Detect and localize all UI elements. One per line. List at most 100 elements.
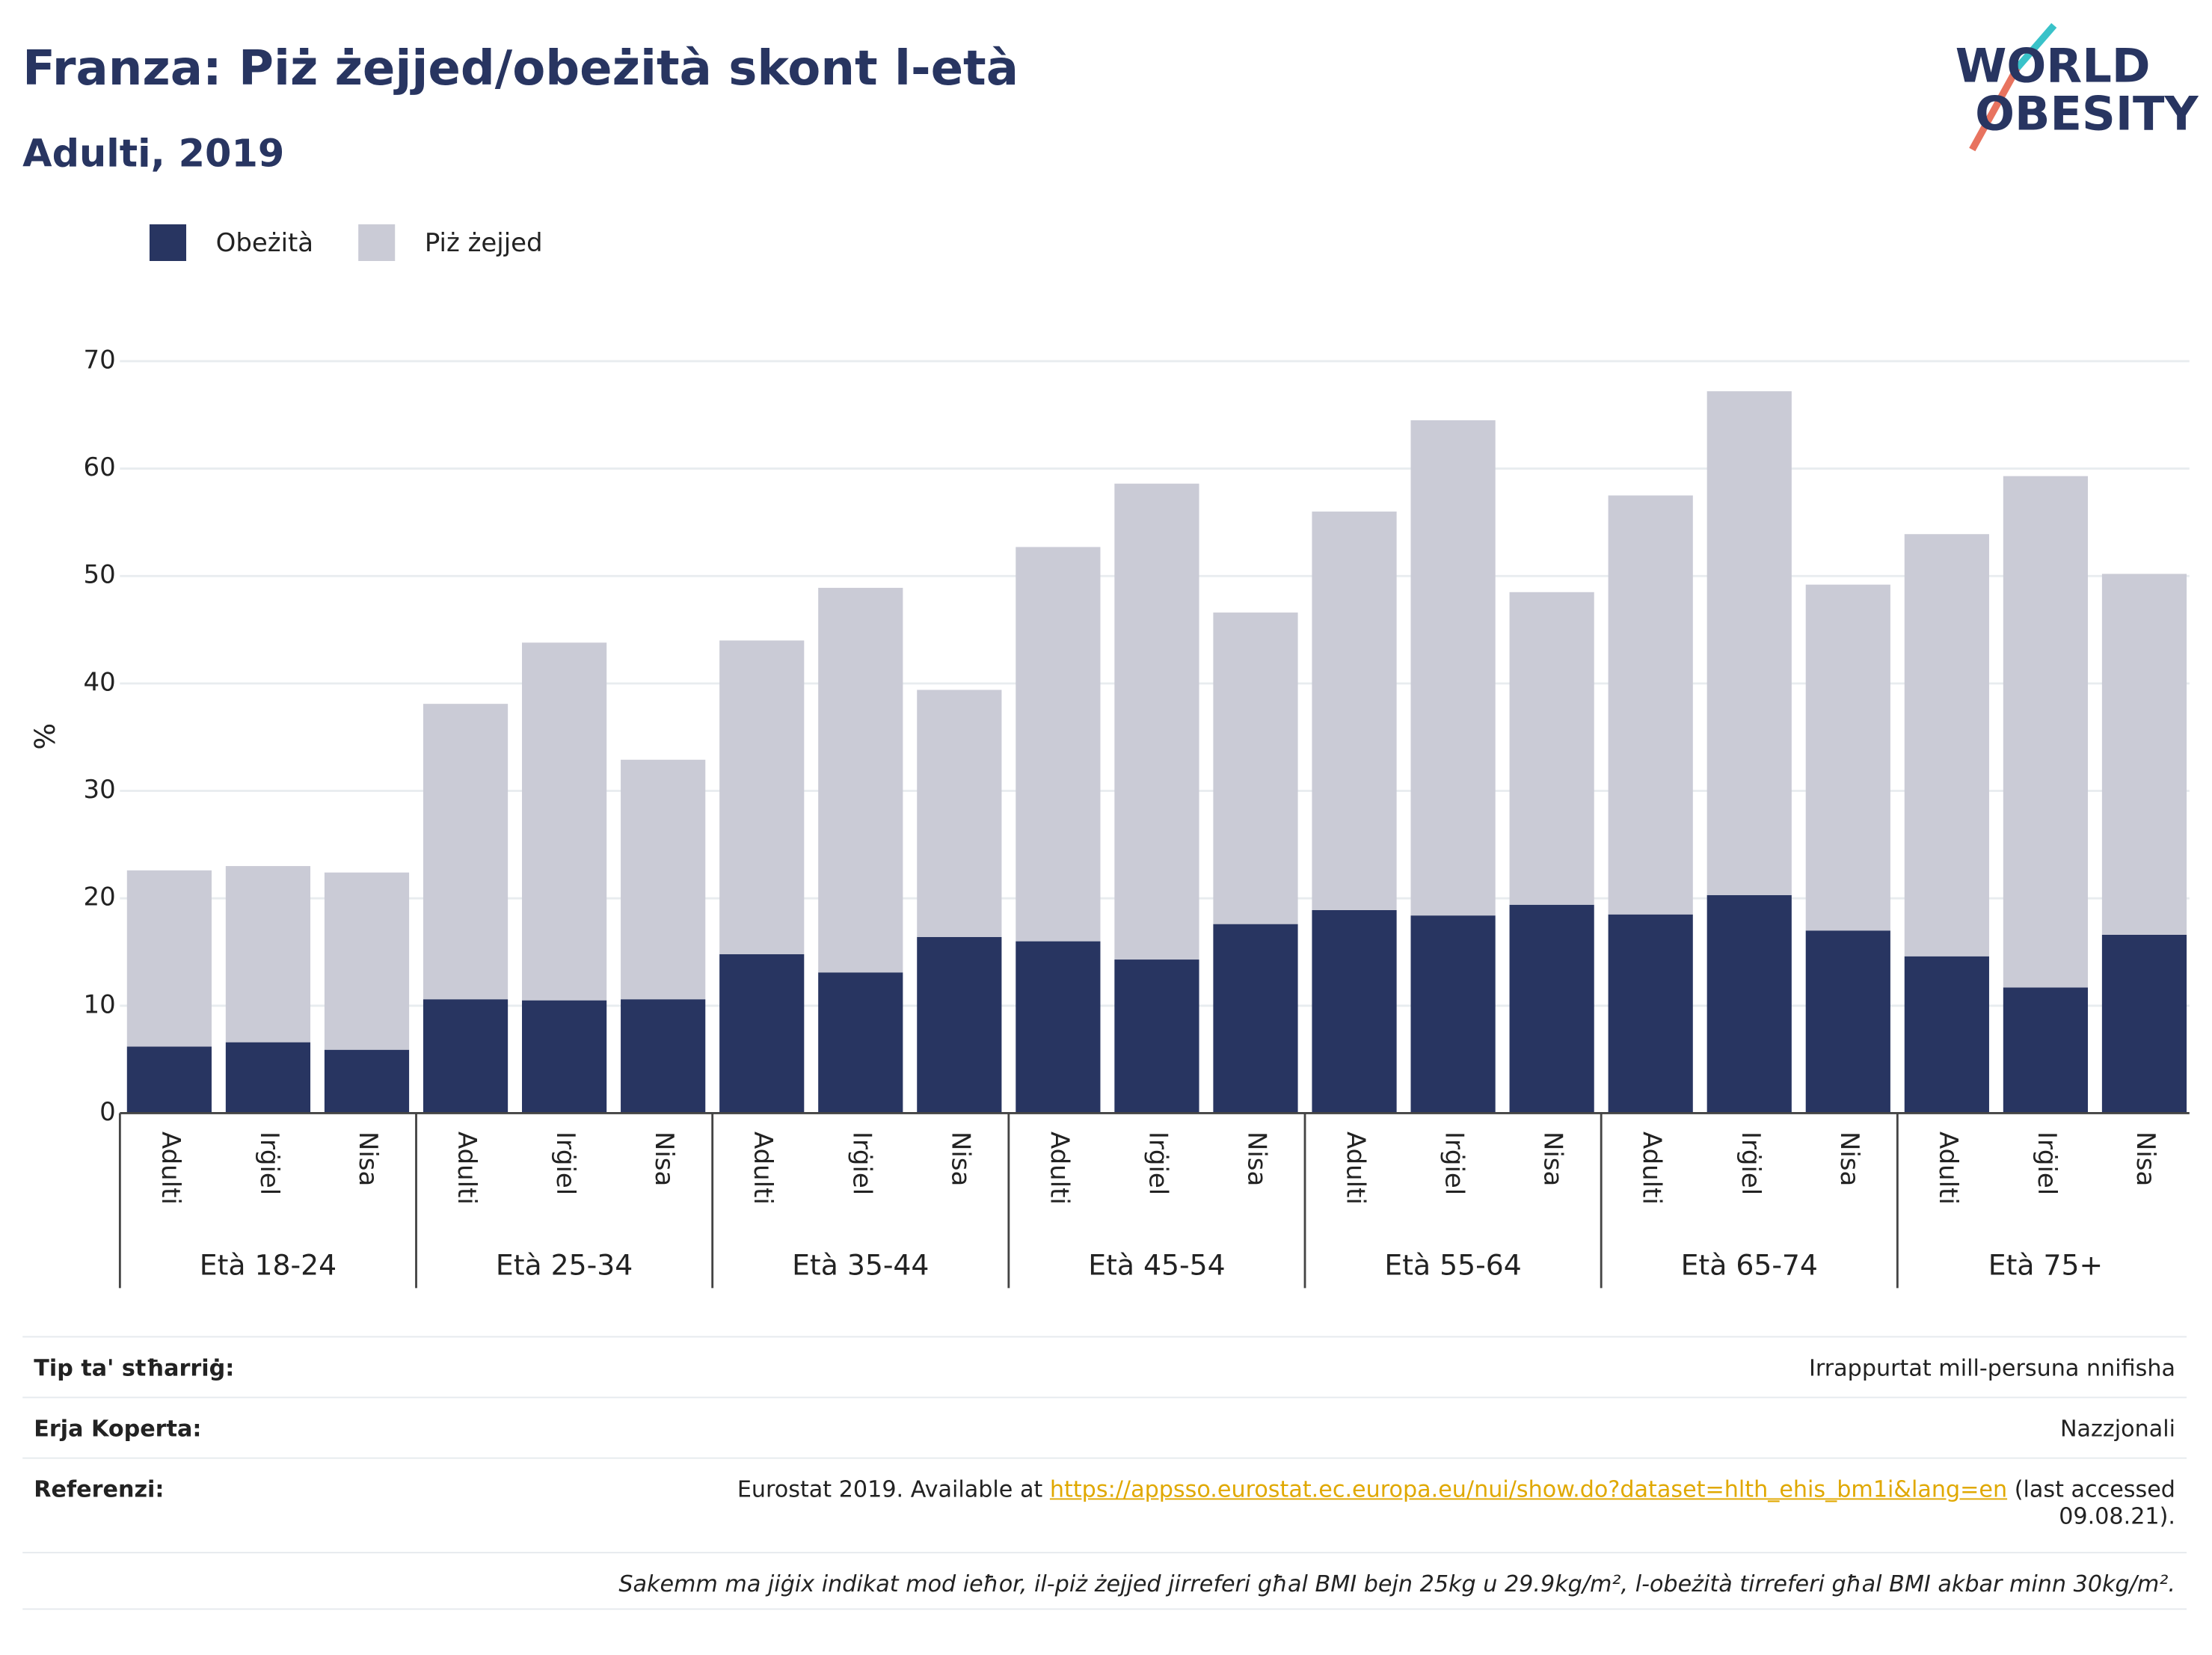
legend-swatch <box>358 224 396 262</box>
bar-segment <box>1608 914 1693 1114</box>
bar-segment <box>225 866 311 1043</box>
x-tick-label: Adulti <box>1341 1132 1371 1205</box>
x-tick-label: Adulti <box>156 1132 185 1205</box>
bar-segment <box>423 999 509 1114</box>
x-tick-label: Adulti <box>748 1132 778 1205</box>
y-tick-label: 70 <box>84 345 116 375</box>
bar-segment <box>719 640 805 954</box>
x-tick-label: Irġiel <box>1440 1132 1469 1195</box>
bar-segment <box>818 972 903 1114</box>
bar-segment <box>1016 547 1101 942</box>
bar-segment <box>1805 930 1890 1114</box>
footer-row: Referenzi: Eurostat 2019. Available at ht… <box>22 1457 2187 1552</box>
bar-segment <box>2003 476 2089 988</box>
footer-label: Referenzi: <box>34 1476 165 1503</box>
bar-segment <box>423 704 509 1000</box>
bar-segment <box>1213 924 1298 1114</box>
bar-segment <box>126 1046 212 1114</box>
group-label: Età 55-64 <box>1384 1249 1521 1282</box>
x-tick-label: Nisa <box>1834 1132 1864 1186</box>
footer-value: Irrappurtat mill-persuna nnifisha <box>1808 1354 2175 1381</box>
bar-segment <box>2101 574 2187 936</box>
bar-segment <box>917 690 1002 937</box>
x-tick-label: Adulti <box>452 1132 482 1205</box>
group-label: Età 25-34 <box>496 1249 633 1282</box>
footer-note: Sakemm ma jiġix indikat mod ieħor, il-pi… <box>22 1552 2187 1610</box>
x-tick-label: Nisa <box>945 1132 975 1186</box>
group-label: Età 35-44 <box>792 1249 929 1282</box>
bar-segment <box>1509 592 1594 905</box>
bar-segment <box>225 1042 311 1114</box>
logo-slash <box>1969 66 2021 152</box>
bar-segment <box>1706 391 1792 895</box>
footer-label: Tip ta' stħarriġ: <box>34 1354 235 1381</box>
bar-segment <box>126 870 212 1047</box>
chart-title: Franza: Piż żejjed/obeżità skont l-età <box>22 40 1019 96</box>
footer: Tip ta' stħarriġ: Irrappurtat mill-persun… <box>22 1336 2187 1610</box>
x-tick-label: Irġiel <box>550 1132 580 1195</box>
x-tick-label: Nisa <box>1538 1132 1568 1186</box>
x-tick-label: Adulti <box>1637 1132 1667 1205</box>
y-axis-label: % <box>28 723 61 750</box>
x-tick-label: Adulti <box>1044 1132 1074 1205</box>
logo-text: WORLD <box>1956 38 2151 93</box>
legend-label: Piż żejjed <box>425 228 543 258</box>
footer-value: Eurostat 2019. Available at https://apps… <box>680 1476 2175 1552</box>
bar-segment <box>621 759 706 1000</box>
x-tick-label: Irġiel <box>847 1132 876 1195</box>
y-tick-label: 0 <box>99 1097 116 1127</box>
y-tick-label: 50 <box>84 560 116 590</box>
bar-segment <box>1016 941 1101 1114</box>
group-label: Età 45-54 <box>1088 1249 1225 1282</box>
y-tick-label: 30 <box>84 775 116 805</box>
bar-segment <box>719 954 805 1114</box>
bar-segment <box>2101 935 2187 1114</box>
bar-segment <box>917 936 1002 1114</box>
legend-swatch <box>149 224 187 262</box>
bar-segment <box>1114 959 1199 1114</box>
bar-segment <box>621 999 706 1114</box>
footer-value: Nazzjonali <box>2059 1415 2175 1443</box>
group-label: Età 65-74 <box>1681 1249 1818 1282</box>
x-tick-label: Irġiel <box>1143 1132 1173 1195</box>
logo-slash <box>2015 22 2057 70</box>
bar-segment <box>818 588 903 973</box>
chart: Franza: Piż żejjed/obeżità skont l-età A… <box>22 22 2199 1289</box>
footer-row: Tip ta' stħarriġ: Irrappurtat mill-persun… <box>22 1336 2187 1397</box>
bar-segment <box>1904 534 1989 957</box>
x-tick-label: Nisa <box>353 1132 383 1186</box>
reference-link[interactable]: https://appsso.eurostat.ec.europa.eu/nui… <box>1049 1476 2008 1503</box>
legend-label: Obeżità <box>216 228 313 258</box>
logo-text: OBESITY <box>1975 87 2199 141</box>
reference-text: (last accessed 09.08.21). <box>2014 1476 2175 1529</box>
bar-segment <box>1114 483 1199 960</box>
bar-segment <box>522 1000 607 1114</box>
bar-segment <box>1608 495 1693 915</box>
group-label: Età 18-24 <box>200 1249 337 1282</box>
bar-segment <box>1312 909 1397 1114</box>
y-tick-label: 40 <box>84 667 116 697</box>
x-tick-label: Nisa <box>2130 1132 2160 1186</box>
footer-row: Erja Koperta: Nazzjonali <box>22 1396 2187 1458</box>
bar-segment <box>324 872 410 1050</box>
x-tick-label: Adulti <box>1933 1132 1963 1205</box>
y-tick-label: 60 <box>84 452 116 482</box>
x-tick-label: Nisa <box>649 1132 679 1186</box>
footer-label: Erja Koperta: <box>34 1415 202 1443</box>
bar-segment <box>324 1049 410 1114</box>
bar-segment <box>1213 612 1298 924</box>
bar-segment <box>1312 512 1397 910</box>
x-tick-label: Irġiel <box>2032 1132 2062 1195</box>
x-tick-label: Nisa <box>1241 1132 1271 1186</box>
bar-segment <box>1410 915 1496 1114</box>
bar-segment <box>1410 420 1496 916</box>
x-tick-label: Irġiel <box>254 1132 284 1195</box>
bar-segment <box>1904 956 1989 1114</box>
bar-segment <box>522 642 607 1001</box>
group-label: Età 75+ <box>1988 1249 2103 1282</box>
chart-subtitle: Adulti, 2019 <box>22 132 284 176</box>
x-tick-label: Irġiel <box>1736 1132 1766 1195</box>
bar-segment <box>1805 584 1890 931</box>
y-tick-label: 10 <box>84 989 116 1019</box>
